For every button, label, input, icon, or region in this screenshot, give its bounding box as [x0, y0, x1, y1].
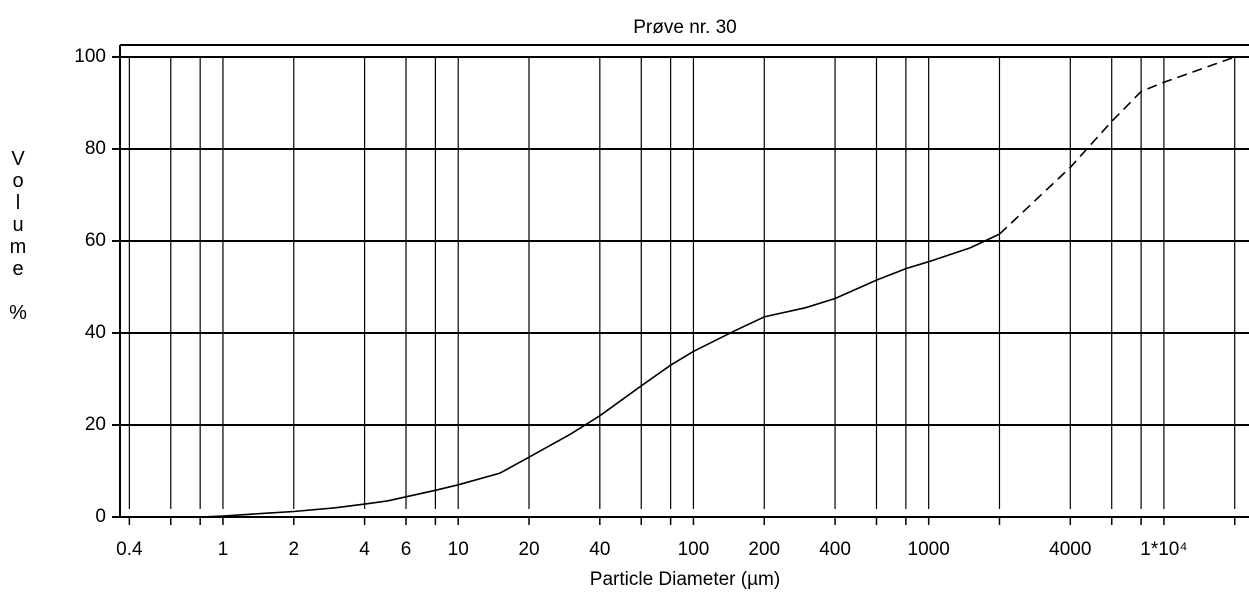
x-tick-label: 1000	[908, 539, 950, 560]
x-tick-label: 20	[518, 539, 539, 560]
x-tick-label: 2	[288, 539, 299, 560]
x-tick-label: 4000	[1049, 539, 1091, 560]
x-tick-label: 1	[218, 539, 229, 560]
x-tick-label: 6	[401, 539, 412, 560]
x-tick-label: 100	[678, 539, 710, 560]
y-tick-label: 20	[85, 414, 106, 435]
x-axis-label: Particle Diameter (µm)	[590, 569, 780, 590]
data-line	[200, 233, 1000, 518]
y-tick-label: 0	[95, 506, 106, 527]
y-tick-label: 100	[74, 46, 106, 67]
y-tick-label: 80	[85, 138, 106, 159]
x-tick-label: 0.4	[116, 539, 143, 560]
x-tick-label: 1*10⁴	[1140, 539, 1187, 560]
y-tick-label: 60	[85, 230, 106, 251]
data-line	[998, 56, 1235, 235]
x-tick-label: 4	[359, 539, 370, 560]
x-tick-label: 40	[589, 539, 610, 560]
x-tick-label: 10	[448, 539, 469, 560]
y-tick-label: 40	[85, 322, 106, 343]
y-axis-label: Volume %	[7, 148, 29, 324]
x-tick-label: 200	[748, 539, 780, 560]
chart-title: Prøve nr. 30	[633, 17, 737, 38]
x-tick-label: 400	[819, 539, 851, 560]
